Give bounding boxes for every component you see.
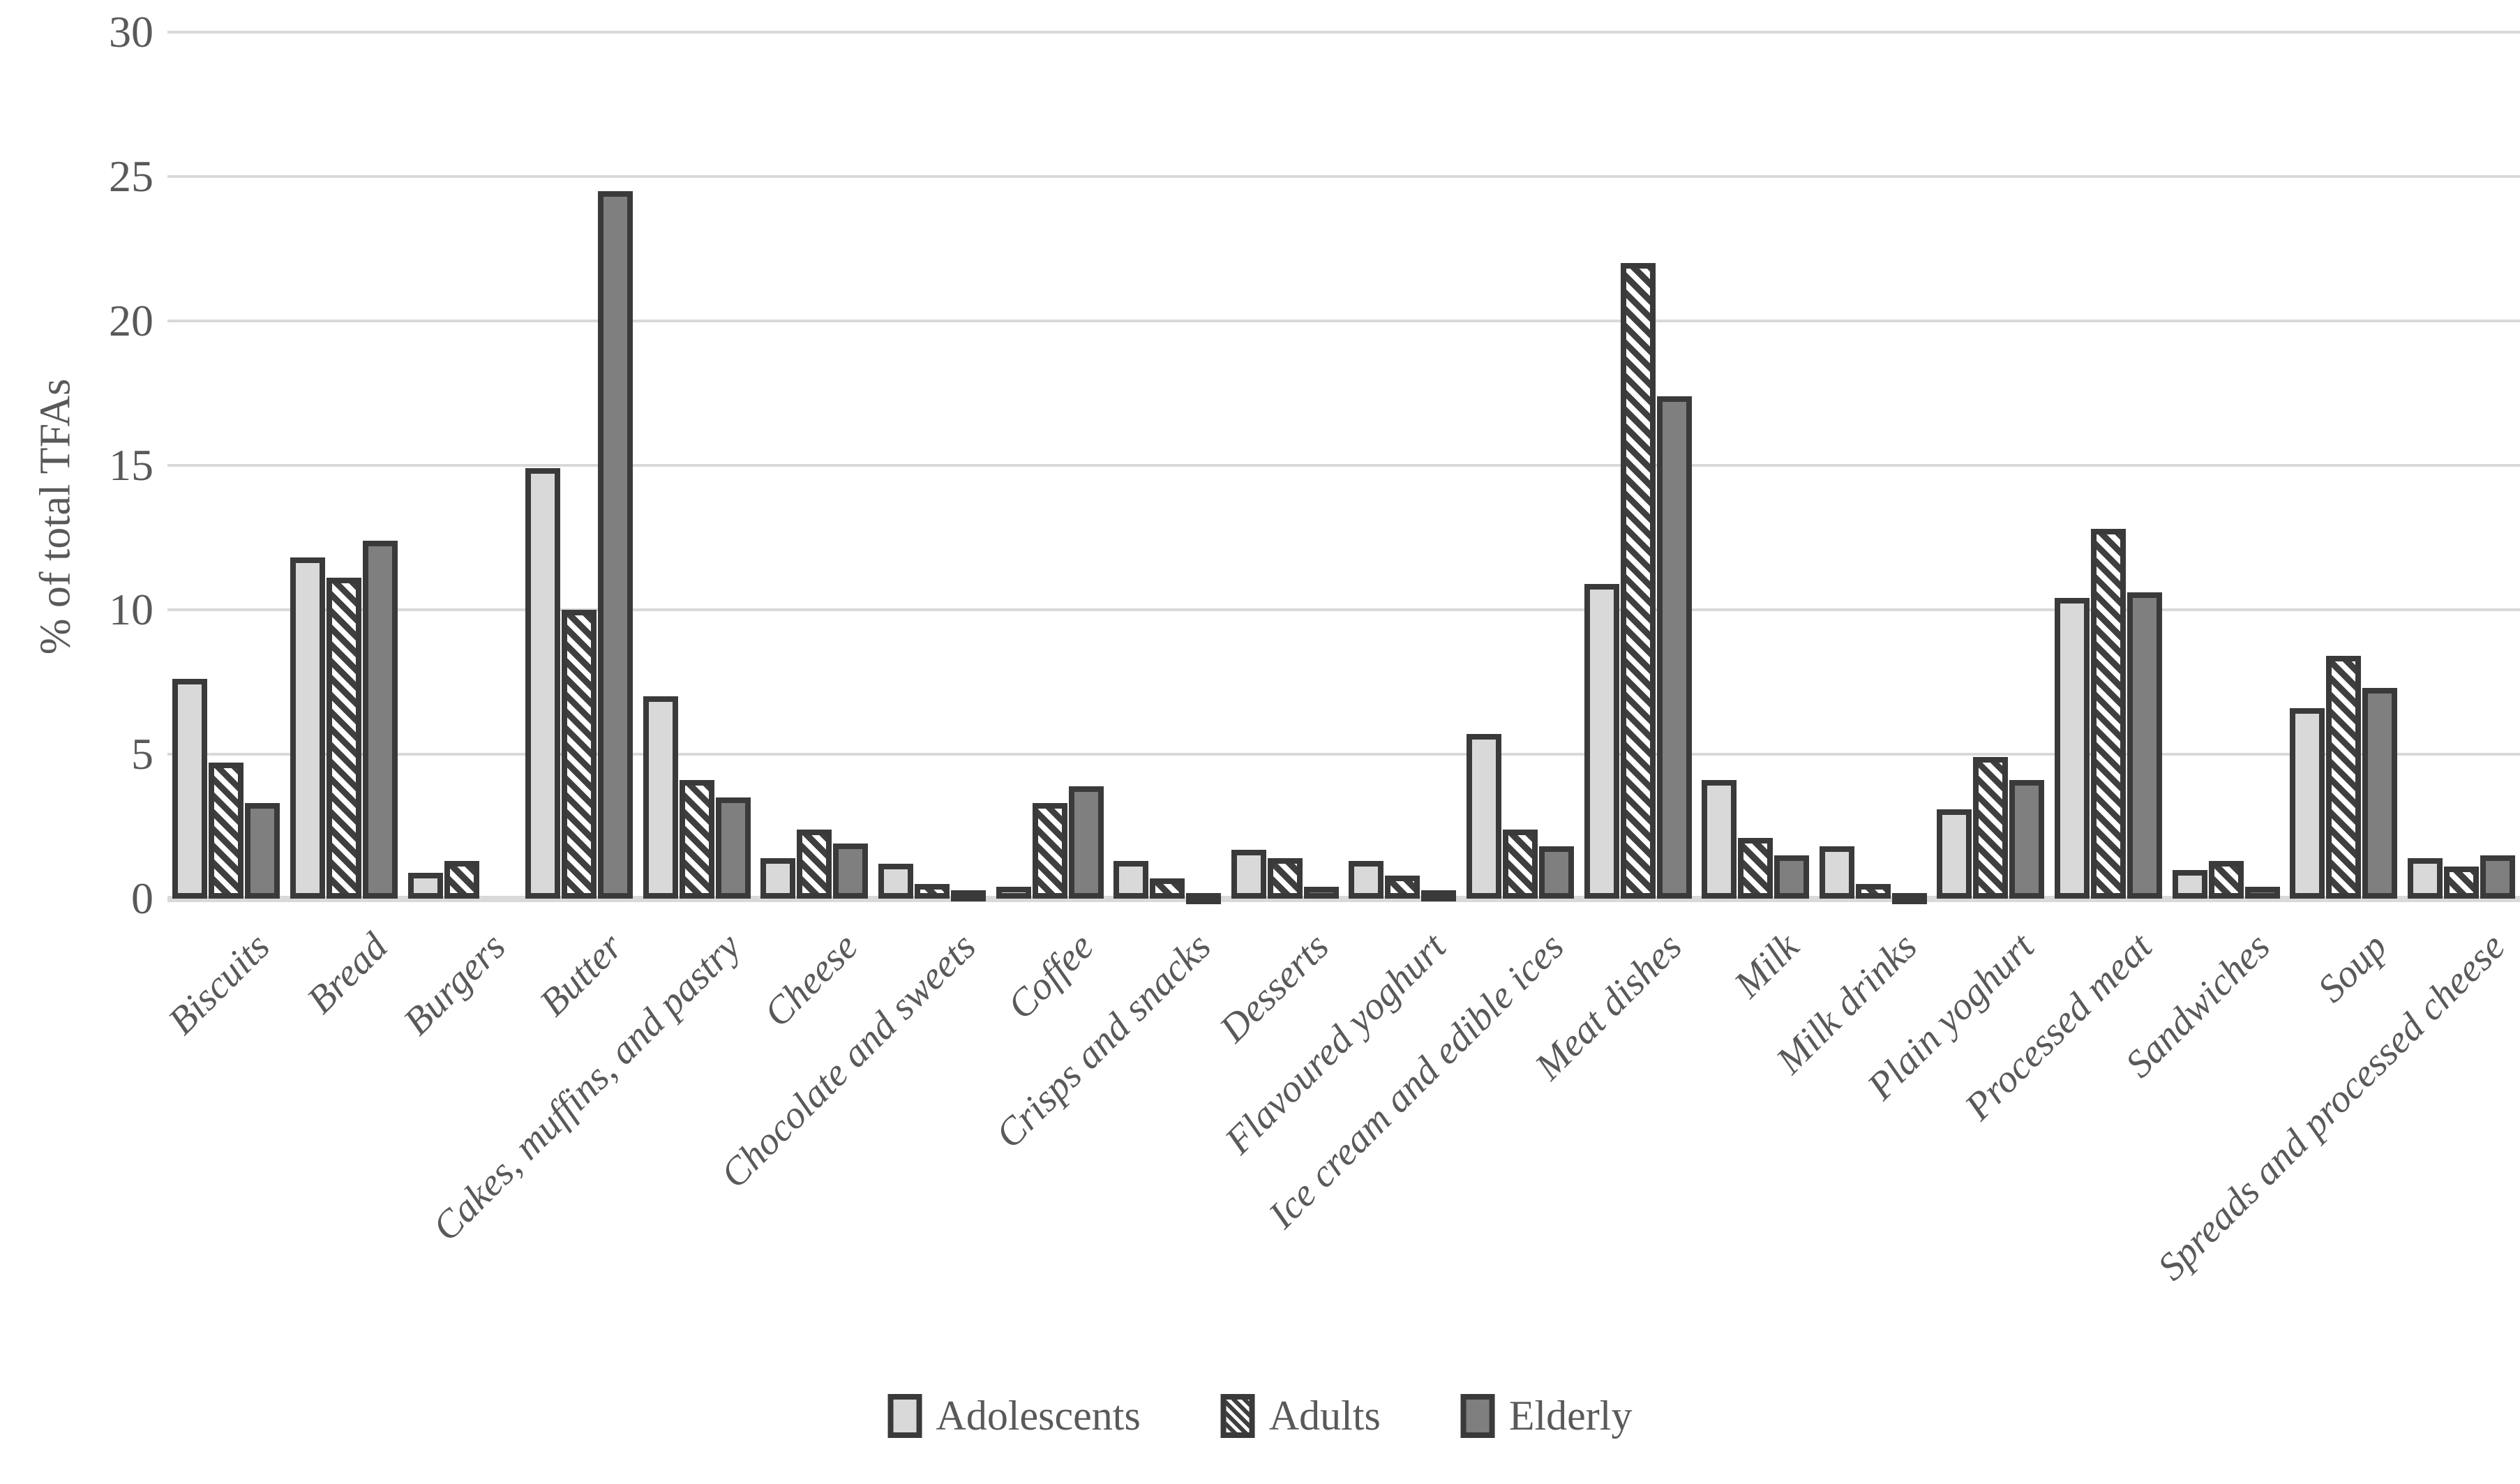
bar-adolescents-biscuits	[172, 679, 207, 899]
bar-elderly-milk-drinks	[1892, 893, 1927, 904]
bar-adolescents-desserts	[1231, 850, 1266, 899]
x-category-label-bread: Bread	[299, 924, 396, 1022]
bar-adolescents-bread	[290, 557, 325, 899]
bar-elderly-coffee	[1069, 786, 1104, 899]
bar-adolescents-ice-cream-and-edible-ices	[1467, 734, 1501, 899]
bar-adolescents-burgers	[408, 873, 443, 899]
bar-elderly-desserts	[1304, 887, 1339, 899]
x-category-label-cheese: Cheese	[756, 924, 867, 1035]
bar-elderly-cheese	[833, 844, 868, 899]
x-category-label-soup: Soup	[2309, 924, 2396, 1011]
legend-swatch-light-icon	[887, 1394, 922, 1438]
bar-adolescents-milk-drinks	[1820, 846, 1854, 899]
bar-elderly-flavoured-yoghurt	[1421, 890, 1456, 901]
y-tick-label-15: 15	[109, 440, 153, 490]
legend-swatch-dark-icon	[1460, 1394, 1495, 1438]
bar-adolescents-flavoured-yoghurt	[1349, 861, 1383, 899]
bar-adults-cheese	[797, 830, 832, 899]
y-tick-label-10: 10	[109, 585, 153, 634]
bar-adolescents-butter	[525, 468, 560, 899]
bar-elderly-bread	[363, 541, 398, 899]
bar-elderly-soup	[2362, 688, 2397, 899]
bar-adolescents-coffee	[996, 887, 1031, 899]
legend-label: Adolescents	[936, 1393, 1141, 1439]
bar-elderly-milk	[1774, 855, 1809, 899]
bar-adults-flavoured-yoghurt	[1385, 876, 1420, 899]
legend: Adolescents Adults Elderly	[887, 1392, 1633, 1440]
gridline-5	[167, 753, 2520, 756]
x-category-label-biscuits: Biscuits	[160, 924, 278, 1043]
y-tick-label-0: 0	[131, 874, 153, 923]
bar-elderly-chocolate-and-sweets	[951, 890, 986, 901]
bar-adults-biscuits	[209, 763, 243, 899]
y-tick-label-5: 5	[131, 729, 153, 779]
bar-adults-chocolate-and-sweets	[915, 884, 950, 899]
bar-elderly-meat-dishes	[1657, 396, 1692, 899]
x-category-label-milk: Milk	[1726, 924, 1808, 1007]
bar-adults-processed-meat	[2091, 529, 2126, 899]
x-category-label-coffee: Coffee	[999, 924, 1102, 1028]
bar-adolescents-spreads-and-processed-cheese	[2408, 858, 2443, 899]
bar-adults-spreads-and-processed-cheese	[2444, 867, 2479, 899]
legend-swatch-hatched-icon	[1220, 1394, 1255, 1438]
legend-label: Elderly	[1508, 1393, 1633, 1439]
bar-adolescents-sandwiches	[2173, 870, 2207, 899]
bar-adolescents-processed-meat	[2055, 598, 2090, 899]
bar-adolescents-cakes-muffins-and-pastry	[643, 696, 678, 899]
bar-adolescents-meat-dishes	[1584, 584, 1619, 899]
gridline-10	[167, 608, 2520, 611]
legend-item-adolescents: Adolescents	[887, 1392, 1141, 1440]
bar-adolescents-soup	[2290, 708, 2325, 899]
bar-adults-sandwiches	[2209, 861, 2244, 899]
legend-item-adults: Adults	[1220, 1392, 1381, 1440]
y-tick-label-20: 20	[109, 296, 153, 345]
bar-adolescents-plain-yoghurt	[1937, 809, 1972, 899]
gridline-25	[167, 175, 2520, 178]
gridline-20	[167, 320, 2520, 322]
x-category-label-crisps-and-snacks: Crisps and snacks	[987, 924, 1220, 1157]
gridline-30	[167, 31, 2520, 33]
bar-adults-burgers	[444, 861, 479, 899]
bar-elderly-cakes-muffins-and-pastry	[716, 797, 751, 899]
bar-adults-milk-drinks	[1856, 884, 1891, 899]
y-tick-label-25: 25	[109, 151, 153, 201]
legend-item-elderly: Elderly	[1460, 1392, 1633, 1440]
x-axis-line	[167, 896, 2520, 902]
bar-elderly-butter	[598, 191, 633, 899]
bar-adults-milk	[1738, 838, 1773, 899]
bar-adults-crisps-and-snacks	[1150, 878, 1185, 899]
x-category-label-burgers: Burgers	[395, 924, 514, 1044]
bar-adults-coffee	[1033, 803, 1067, 899]
bar-adolescents-milk	[1702, 780, 1737, 899]
y-tick-label-30: 30	[109, 7, 153, 57]
bar-adolescents-crisps-and-snacks	[1113, 861, 1148, 899]
bar-adults-meat-dishes	[1621, 263, 1656, 899]
bar-elderly-spreads-and-processed-cheese	[2480, 855, 2515, 899]
bar-adolescents-cheese	[760, 858, 795, 899]
bar-adults-soup	[2326, 656, 2361, 899]
bar-elderly-processed-meat	[2127, 592, 2162, 899]
legend-label: Adults	[1268, 1393, 1381, 1439]
bar-adults-ice-cream-and-edible-ices	[1503, 830, 1538, 899]
bar-elderly-ice-cream-and-edible-ices	[1539, 846, 1574, 899]
bar-adults-desserts	[1268, 858, 1303, 899]
bar-adults-bread	[327, 578, 361, 899]
bar-elderly-biscuits	[245, 803, 280, 899]
bar-adults-cakes-muffins-and-pastry	[680, 780, 714, 899]
x-category-label-butter: Butter	[531, 924, 631, 1025]
bar-adolescents-chocolate-and-sweets	[878, 864, 913, 899]
x-category-label-flavoured-yoghurt: Flavoured yoghurt	[1217, 924, 1455, 1163]
bar-adults-plain-yoghurt	[1973, 757, 2008, 899]
bar-elderly-plain-yoghurt	[2009, 780, 2044, 899]
bar-elderly-sandwiches	[2245, 887, 2280, 899]
gridline-15	[167, 464, 2520, 467]
bar-elderly-crisps-and-snacks	[1186, 893, 1221, 904]
bar-adults-butter	[562, 610, 597, 899]
